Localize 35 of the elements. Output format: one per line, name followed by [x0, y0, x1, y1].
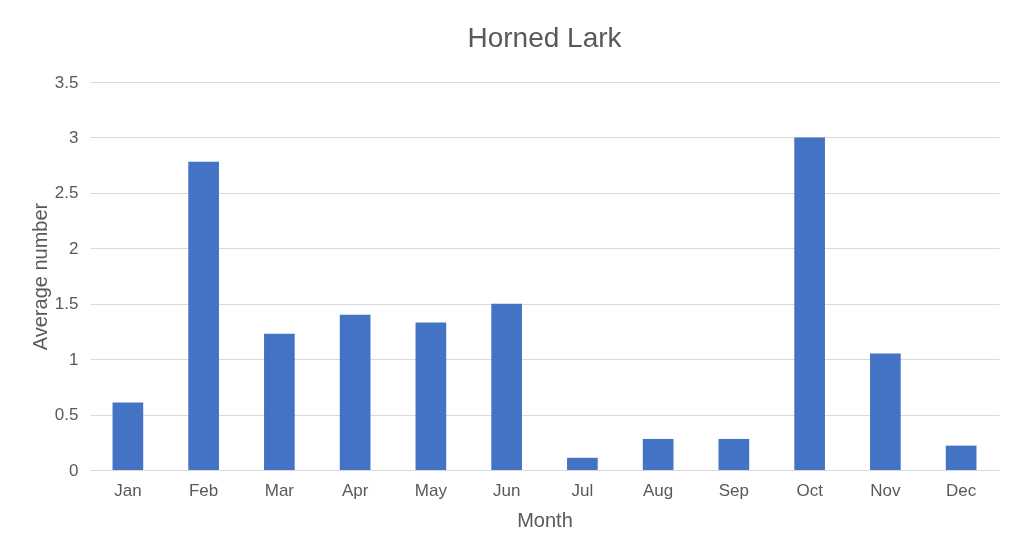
bar [718, 438, 750, 470]
bar [264, 333, 295, 470]
y-tick-label: 3.5 [54, 72, 79, 92]
y-tick-label: 2 [69, 238, 79, 258]
x-tick-label: Nov [870, 480, 901, 500]
x-tick-label: Aug [643, 480, 674, 500]
y-tick-label: 0.5 [54, 405, 79, 425]
y-tick-label: 1.5 [54, 294, 79, 314]
bar [642, 438, 674, 470]
x-tick-label: Jul [571, 480, 594, 500]
x-tick-label: Jan [114, 480, 142, 500]
x-tick-label: Oct [796, 480, 824, 500]
bar [415, 322, 447, 470]
y-tick-label: 1 [69, 349, 79, 369]
x-tick-label: Dec [946, 480, 977, 500]
x-tick-label: May [414, 480, 448, 500]
bar [188, 161, 219, 470]
y-axis-title: Average number [28, 202, 51, 351]
x-tick-label: Apr [341, 480, 369, 500]
x-tick-label: Feb [188, 480, 219, 500]
x-tick-label: Mar [264, 480, 295, 500]
chart-title: Horned Lark [467, 22, 623, 53]
y-tick-label: 2.5 [54, 183, 79, 203]
x-tick-label: Jun [492, 480, 521, 500]
bar [945, 445, 977, 470]
bar [112, 402, 144, 470]
bar [339, 314, 371, 470]
x-axis-title: Month [517, 508, 573, 531]
x-tick-label: Sep [718, 480, 749, 500]
bar [491, 303, 522, 470]
y-tick-label: 0 [69, 460, 79, 480]
bar [567, 457, 598, 470]
bar [870, 353, 901, 470]
bar [794, 137, 825, 470]
y-tick-label: 3 [69, 127, 79, 147]
